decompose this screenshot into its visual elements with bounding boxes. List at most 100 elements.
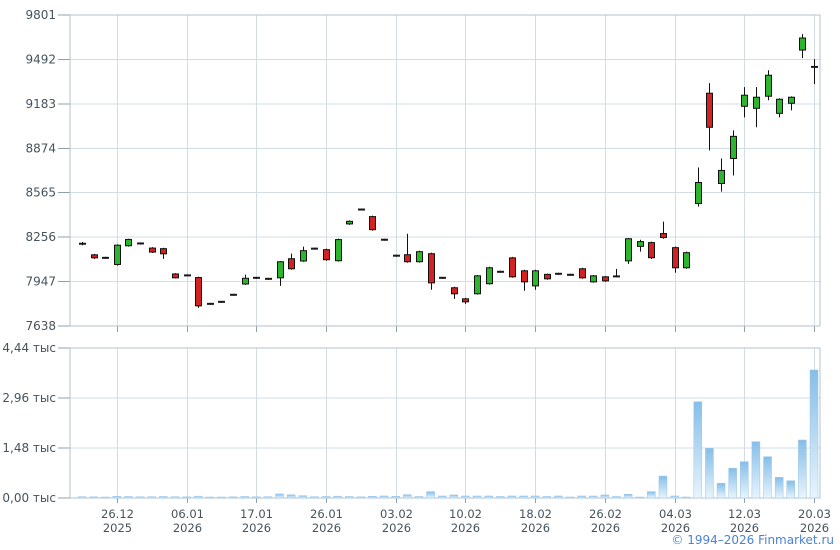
candle-up [346, 220, 353, 225]
date-label: 06.01 [171, 507, 204, 521]
axes: 9801 9492 9183 8874 8565 8256 7947 7638 4,44 тыс… [2, 8, 831, 535]
volume-bar [774, 477, 784, 499]
price-axis-label: 9492 [25, 52, 56, 66]
volume-bar [100, 496, 110, 499]
price-axis-label: 7947 [25, 275, 56, 289]
volume-bar [484, 495, 493, 499]
candle-down [195, 277, 202, 307]
date-year-label: 2026 [382, 521, 411, 535]
volume-bar [124, 496, 133, 499]
volume-bar [217, 496, 226, 499]
volume-bar [472, 495, 482, 499]
volume-bar [159, 496, 168, 499]
candle-up [730, 135, 737, 159]
volume-bar [588, 495, 598, 499]
volume-bar [600, 494, 610, 499]
copyright-link[interactable]: © 1994–2026 Finmarket.ru [671, 533, 834, 547]
candle-up [335, 239, 342, 262]
price-axis-label: 7638 [25, 319, 56, 333]
volume-bar [89, 496, 98, 499]
candle-up [753, 96, 760, 109]
date-label: 18.02 [519, 507, 552, 521]
volume-bar [798, 439, 807, 499]
candle-up [695, 182, 702, 204]
candle-up [277, 261, 284, 279]
volume-bar [379, 495, 389, 499]
price-axis-label: 9183 [25, 97, 56, 111]
candle-down [648, 242, 655, 259]
volume-bar [333, 495, 342, 499]
date-year-label: 2026 [661, 521, 690, 535]
volume-bar [77, 496, 87, 499]
volume-bar [809, 369, 819, 499]
volume-bar [786, 480, 796, 499]
volume-bar [461, 495, 470, 499]
candle-up [625, 238, 632, 262]
volume-bar [310, 496, 319, 499]
volume-bar [542, 496, 552, 499]
candle-down [544, 273, 551, 280]
volume-bar [693, 401, 703, 499]
volume-bar [635, 496, 644, 499]
volume-bar [554, 495, 563, 499]
candle-up [799, 37, 806, 51]
volume-bar [519, 495, 528, 499]
volume-bar [426, 491, 435, 499]
doji-dash [811, 65, 818, 68]
candle-down [462, 298, 469, 303]
volume-bar [740, 461, 749, 499]
candle-up [637, 241, 644, 247]
candle-down [521, 270, 528, 283]
candle-down [428, 253, 435, 284]
volume-bar [670, 495, 679, 499]
doji-dash [613, 275, 620, 278]
volume-bar [356, 496, 366, 499]
volume-bar [507, 495, 517, 499]
volume-bar [344, 496, 354, 499]
candle-down [149, 247, 156, 253]
volume-bar [449, 494, 459, 499]
date-year-label: 2026 [242, 521, 271, 535]
volume-bar [437, 495, 447, 499]
candle-down [660, 233, 667, 239]
volume-bar [403, 494, 412, 499]
candle-up [416, 251, 423, 263]
volume-axis-label: 1,48 тыс [2, 441, 56, 455]
price-axis-label: 8874 [25, 141, 56, 155]
date-label: 26.02 [589, 507, 622, 521]
date-label: 26.01 [310, 507, 343, 521]
volume-bar [414, 496, 424, 499]
volume-bar [135, 496, 145, 499]
candle-down [706, 92, 713, 128]
candle-down [451, 287, 458, 295]
volume-bar [170, 496, 180, 499]
candle-up [776, 98, 783, 114]
doji-dash [207, 302, 214, 305]
volume-bar [705, 448, 714, 499]
candle-down [91, 254, 98, 259]
volume-axis-label: 0,00 тыс [2, 491, 56, 505]
candle-down [323, 249, 330, 261]
date-year-label: 2026 [521, 521, 550, 535]
date-label: 12.03 [728, 507, 761, 521]
candle-up [114, 244, 121, 265]
doji-dash [137, 242, 144, 245]
volume-bar [112, 496, 122, 499]
doji-dash [311, 247, 318, 250]
candle-up [741, 94, 748, 107]
doji-dash [253, 276, 260, 279]
candlesticks [79, 34, 818, 308]
volume-bar [623, 494, 633, 499]
volume-bar [205, 496, 215, 499]
candle-down [160, 248, 167, 255]
date-label: 20.03 [798, 507, 831, 521]
candle-up [788, 96, 795, 104]
doji-dash [265, 277, 272, 280]
date-year-label: 2026 [591, 521, 620, 535]
doji-dash [184, 274, 191, 277]
candle-up [765, 74, 772, 97]
volume-axis-label: 2,96 тыс [2, 391, 56, 405]
date-label: 03.02 [380, 507, 413, 521]
